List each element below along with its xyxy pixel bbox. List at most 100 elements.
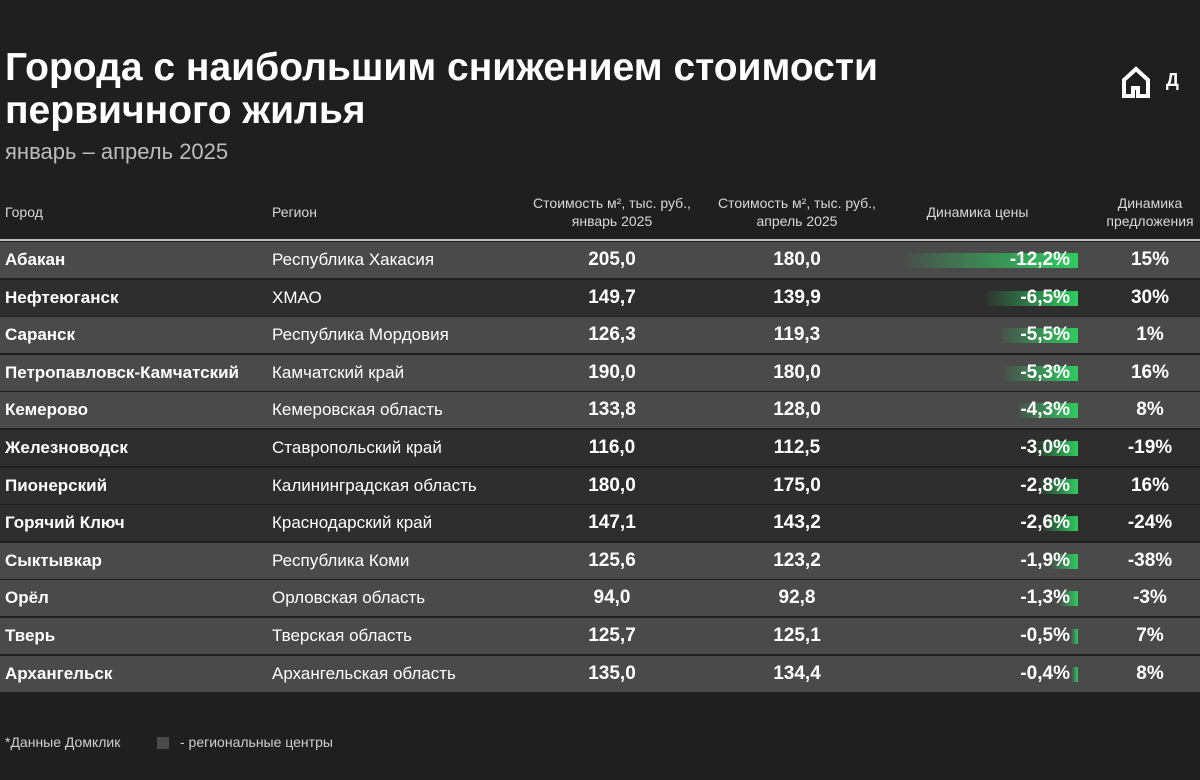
price-january: 133,8	[588, 399, 636, 421]
price-january: 205,0	[588, 249, 636, 270]
price-january: 149,7	[588, 286, 636, 308]
table-row: Орёл Орловская область 94,0 92,8 -1,3% -3%	[0, 580, 1200, 617]
offer-dynamics: 16%	[1130, 361, 1170, 383]
table-row: Железноводск Ставропольский край 116,0 112,…	[0, 430, 1200, 466]
price-january: 116,0	[588, 437, 636, 458]
city: Сыктывкар	[5, 550, 102, 570]
city: Железноводск	[5, 438, 128, 457]
price-january: 135,0	[588, 662, 636, 684]
region: Республика Коми	[272, 550, 410, 570]
price-dynamics: -1,3%	[1020, 587, 1070, 609]
dynamics-bar	[1059, 591, 1078, 607]
offer-dynamics: 7%	[1136, 625, 1164, 646]
table-row: Архангельск Архангельская область 135,0 134…	[0, 655, 1200, 692]
city: Нефтеюганск	[5, 287, 119, 307]
city: Орёл	[5, 588, 49, 608]
title: Города с наибольшим снижением стоимости …	[5, 46, 878, 132]
table-row: Петропавловск-Камчатский Камчатский край 1…	[0, 354, 1200, 391]
price-april: 119,3	[773, 324, 821, 346]
price-january: 180,0	[588, 474, 636, 496]
logo-text: Д	[1166, 70, 1179, 90]
table-row: Нефтеюганск ХМАО 149,7 139,9 -6,5% 30%	[0, 279, 1200, 316]
header-rule	[0, 239, 1200, 241]
price-dynamics: -2,8%	[1020, 474, 1070, 496]
dynamics-bar	[1071, 629, 1078, 644]
column-header: Стоимость м², тыс. руб., январь 2025	[533, 195, 691, 229]
legend-text: - региональные центры	[180, 734, 333, 750]
dynamics-bar	[1001, 328, 1078, 344]
subtitle: январь – апрель 2025	[5, 139, 229, 164]
price-april: 92,8	[778, 587, 816, 609]
price-dynamics: -3,0%	[1020, 437, 1070, 458]
dynamics-bar	[1051, 553, 1078, 569]
price-january: 190,0	[588, 361, 636, 383]
region: Кемеровская область	[272, 400, 443, 420]
region: Тверская область	[272, 626, 413, 645]
region: Камчатский край	[272, 362, 405, 382]
price-january: 147,1	[588, 512, 636, 534]
column-header: Динамика цены	[926, 204, 1029, 220]
logo-icon	[1122, 66, 1150, 98]
table-row: Кемерово Кемеровская область 133,8 128,0 -4,…	[0, 392, 1200, 429]
table-row: Тверь Тверская область 125,7 125,1 -0,5% 7%	[0, 618, 1200, 654]
table-row: Горячий Ключ Краснодарский край 147,1 143,2…	[0, 505, 1200, 542]
price-january: 94,0	[593, 587, 631, 609]
dynamics-bar	[1036, 441, 1078, 456]
price-april: 125,1	[773, 625, 821, 646]
price-dynamics: -5,3%	[1020, 361, 1070, 383]
column-header: Город	[5, 204, 43, 220]
region: Ставропольский край	[272, 438, 442, 457]
city: Тверь	[5, 626, 56, 645]
offer-dynamics: -19%	[1127, 437, 1173, 458]
region: ХМАО	[272, 287, 322, 307]
dynamics-bar	[1017, 403, 1078, 419]
dynamics-bar	[907, 253, 1078, 268]
price-april: 112,5	[773, 437, 821, 458]
region: Архангельская область	[272, 663, 456, 683]
region: Калининградская область	[272, 475, 477, 495]
price-dynamics: -1,9%	[1020, 549, 1070, 571]
table-row: Пионерский Калининградская область 180,0 17…	[0, 467, 1200, 504]
column-header: Стоимость м², тыс. руб., апрель 2025	[718, 195, 876, 229]
price-dynamics: -6,5%	[1020, 286, 1070, 308]
price-april: 143,2	[773, 512, 821, 534]
city: Горячий Ключ	[5, 513, 125, 533]
city: Саранск	[5, 325, 76, 345]
price-dynamics: -4,3%	[1020, 399, 1070, 421]
dynamics-bar	[1041, 516, 1078, 532]
price-april: 180,0	[773, 361, 821, 383]
footnote: *Данные Домклик	[5, 734, 121, 750]
city: Пионерский	[5, 475, 108, 495]
offer-dynamics: 8%	[1136, 399, 1164, 421]
dynamics-bar	[1038, 478, 1078, 494]
dynamics-bar	[1072, 666, 1078, 682]
region: Республика Хакасия	[272, 250, 435, 269]
offer-dynamics: 30%	[1130, 286, 1170, 308]
dynamics-bar	[1003, 365, 1078, 381]
column-header: Регион	[272, 204, 317, 220]
city: Абакан	[5, 250, 66, 269]
region: Краснодарский край	[272, 513, 433, 533]
price-dynamics: -2,6%	[1020, 512, 1070, 534]
table-row: Сыктывкар Республика Коми 125,6 123,2 -1,9% -…	[0, 542, 1200, 579]
table-row: Абакан Республика Хакасия 205,0 180,0 -12,2%…	[0, 242, 1200, 278]
price-dynamics: -12,2%	[1009, 249, 1070, 270]
city: Петропавловск-Камчатский	[5, 362, 240, 382]
city: Архангельск	[5, 663, 113, 683]
price-january: 126,3	[588, 324, 636, 346]
dynamics-bar	[987, 290, 1078, 306]
offer-dynamics: -24%	[1127, 512, 1173, 534]
price-april: 128,0	[773, 399, 821, 421]
price-dynamics: -5,5%	[1020, 324, 1070, 346]
offer-dynamics: -38%	[1127, 549, 1173, 571]
price-april: 134,4	[773, 662, 821, 684]
region: Орловская область	[272, 588, 426, 608]
price-dynamics: -0,5%	[1020, 625, 1070, 646]
offer-dynamics: 8%	[1136, 662, 1164, 684]
region: Республика Мордовия	[272, 325, 449, 345]
offer-dynamics: 15%	[1130, 249, 1170, 270]
price-april: 139,9	[773, 286, 821, 308]
price-dynamics: -0,4%	[1020, 662, 1070, 684]
price-january: 125,7	[588, 625, 636, 646]
